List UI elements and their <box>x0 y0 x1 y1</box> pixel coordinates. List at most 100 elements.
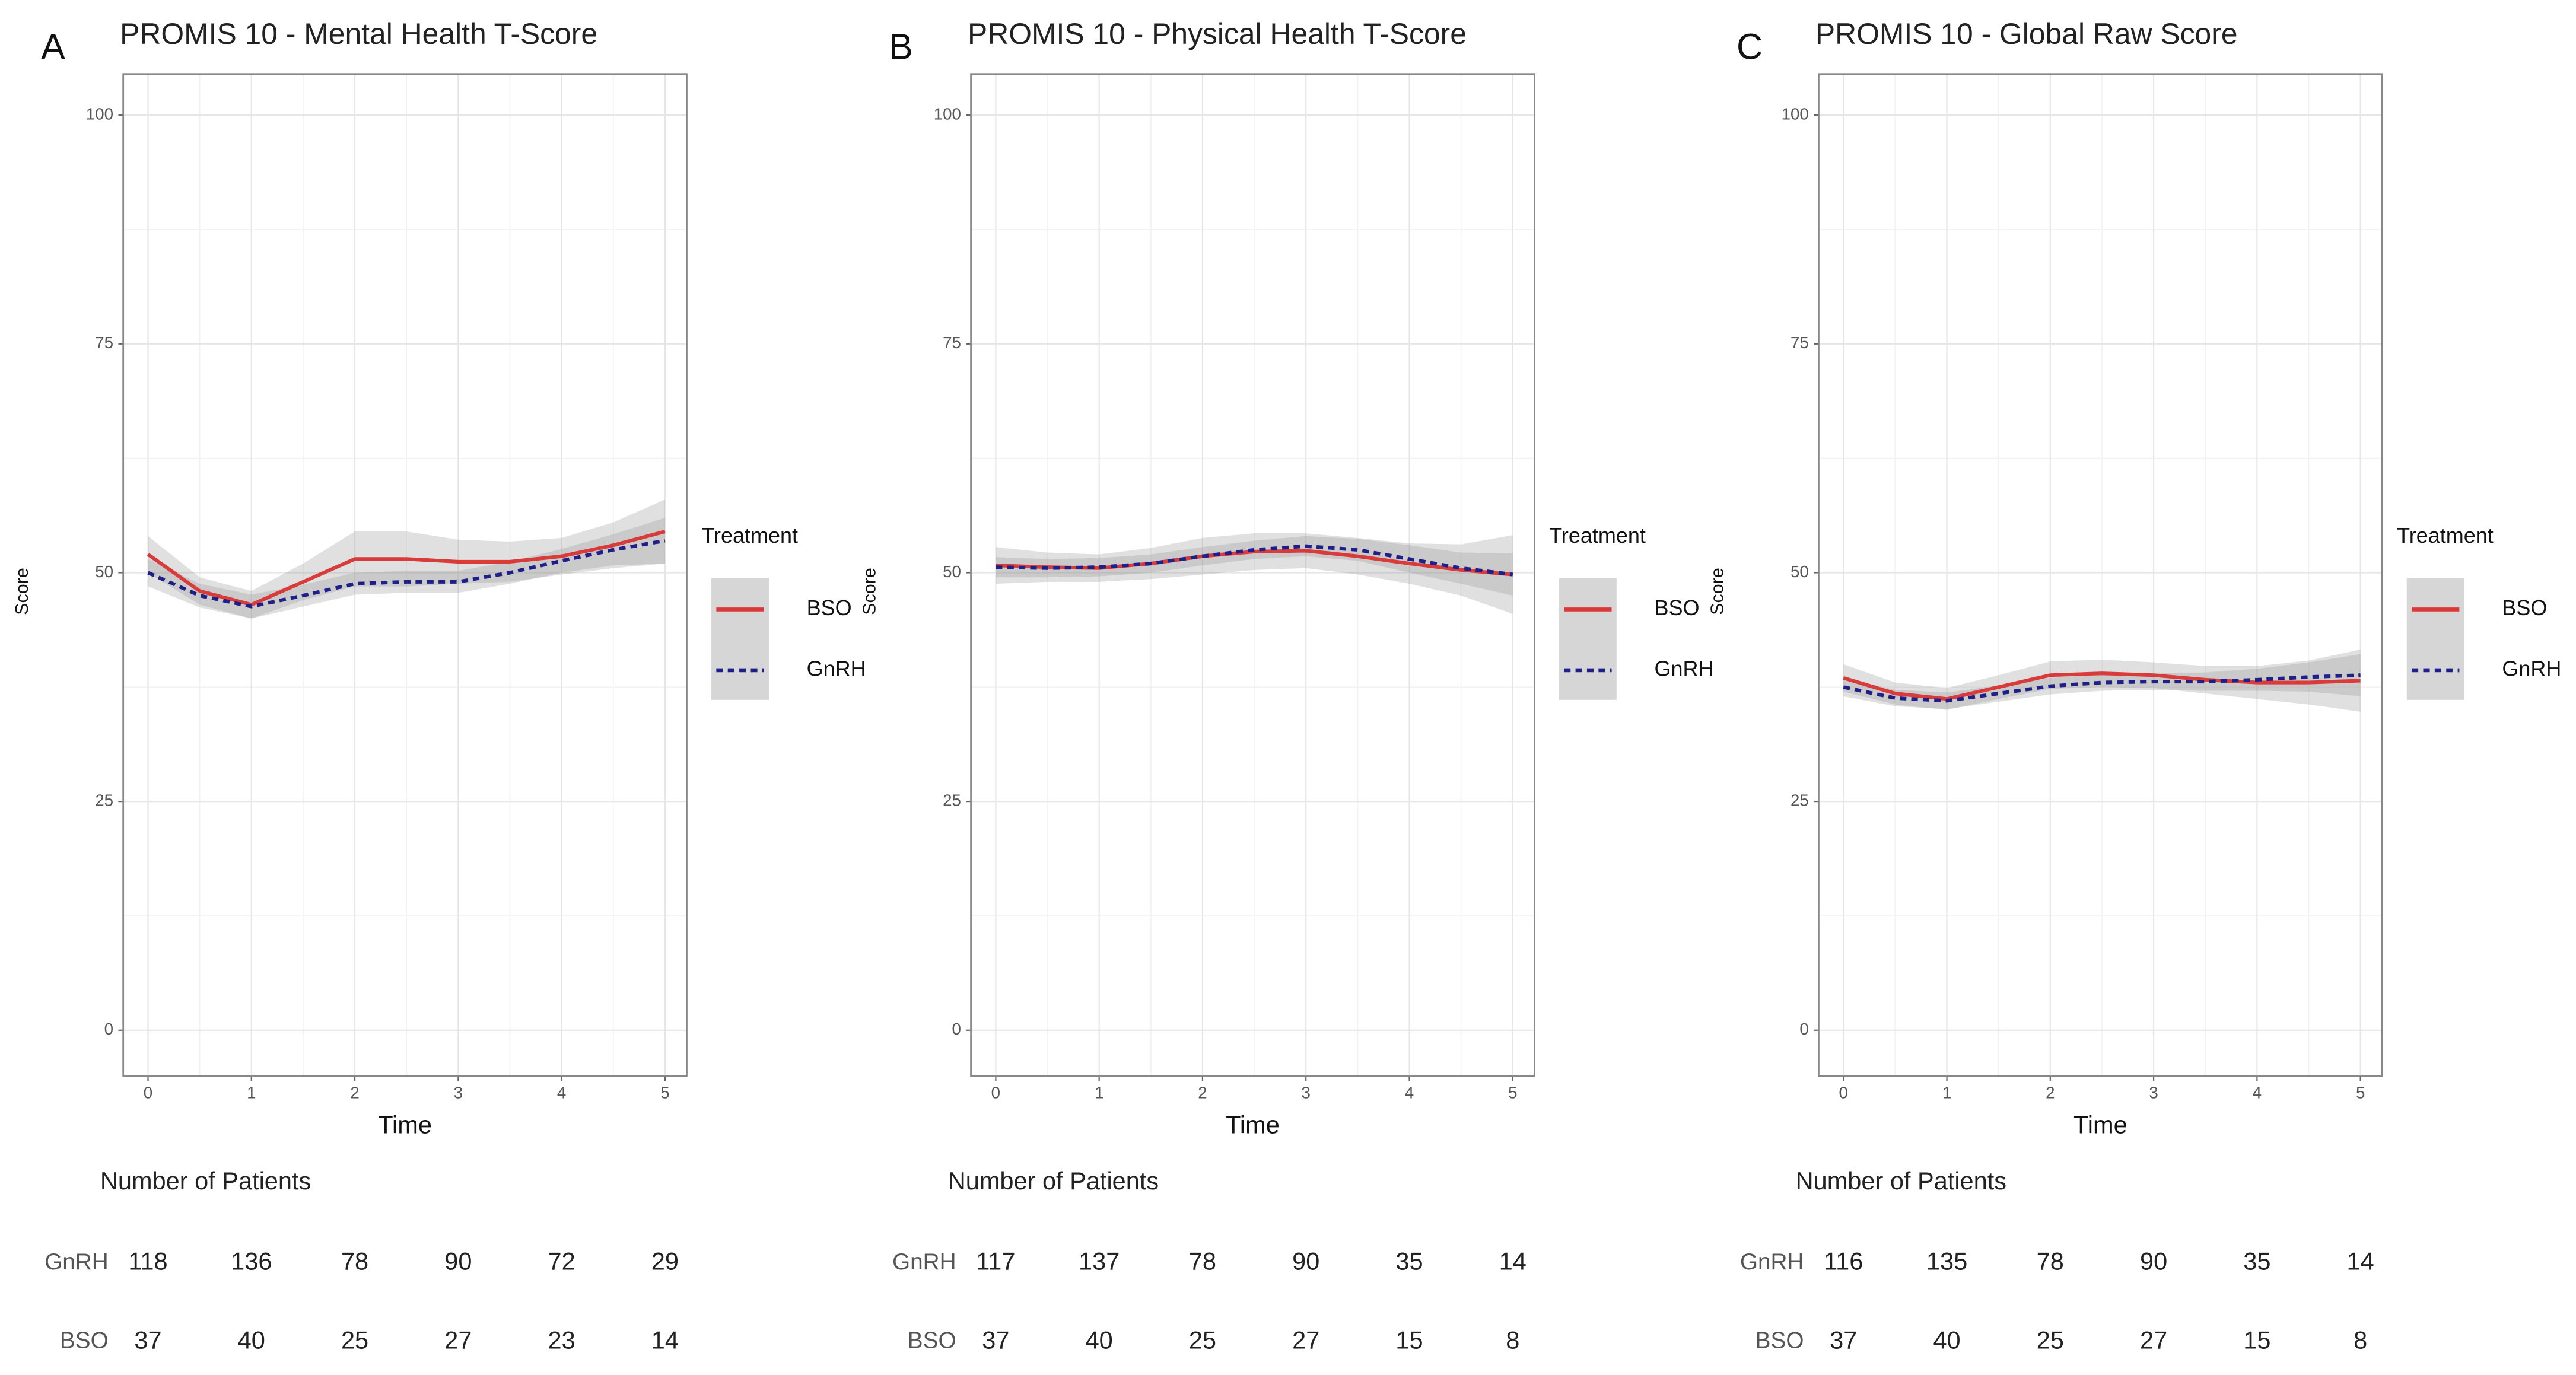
y-tick-label: 75 <box>95 333 113 352</box>
legend-key-bg <box>711 578 769 700</box>
table-cell: 8 <box>1506 1326 1519 1354</box>
confidence-band <box>996 533 1513 614</box>
x-tick-label: 0 <box>144 1084 152 1102</box>
table-cell: 78 <box>2037 1247 2064 1275</box>
table-cell: 135 <box>1926 1247 1967 1275</box>
table-row-label: GnRH <box>44 1249 109 1275</box>
table-cell: 29 <box>651 1247 679 1275</box>
table-cell: 37 <box>134 1326 161 1354</box>
table-cell: 14 <box>2347 1247 2374 1275</box>
x-tick-label: 2 <box>1198 1084 1207 1102</box>
table-cell: 23 <box>548 1326 575 1354</box>
table-title: Number of Patients <box>1796 1167 2006 1195</box>
x-tick-label: 3 <box>2149 1084 2158 1102</box>
y-tick-label: 100 <box>934 104 961 123</box>
table-row-label: BSO <box>908 1328 956 1354</box>
y-tick-label: 0 <box>104 1020 113 1038</box>
table-cell: 137 <box>1079 1247 1120 1275</box>
table-cell: 27 <box>1292 1326 1319 1354</box>
x-tick-label: 1 <box>1095 1084 1103 1102</box>
table-cell: 72 <box>548 1247 575 1275</box>
y-tick-label: 100 <box>1782 104 1809 123</box>
chart-title: PROMIS 10 - Mental Health T-Score <box>120 17 597 50</box>
table-cell: 14 <box>651 1326 679 1354</box>
table-cell: 37 <box>1830 1326 1857 1354</box>
x-axis-label: Time <box>1226 1111 1280 1139</box>
y-axis-label: Score <box>860 568 880 615</box>
table-cell: 78 <box>1189 1247 1216 1275</box>
table-row-label: GnRH <box>892 1249 956 1275</box>
table-cell: 90 <box>444 1247 472 1275</box>
y-tick-label: 0 <box>1799 1020 1808 1038</box>
table-title: Number of Patients <box>948 1167 1159 1195</box>
legend-label: GnRH <box>807 656 866 680</box>
x-tick-label: 1 <box>1942 1084 1951 1102</box>
legend-label: BSO <box>2502 596 2547 620</box>
panel: C PROMIS 10 - Global Raw Score02550751000… <box>1707 17 2562 1354</box>
table-title: Number of Patients <box>100 1167 311 1195</box>
confidence-band <box>996 536 1513 596</box>
x-tick-label: 4 <box>2253 1084 2262 1102</box>
table-row-label: BSO <box>1756 1328 1804 1354</box>
table-cell: 40 <box>238 1326 265 1354</box>
y-tick-label: 50 <box>943 562 961 581</box>
legend-title: Treatment <box>1549 523 1646 548</box>
x-tick-label: 0 <box>991 1084 1000 1102</box>
plot-background <box>971 74 1535 1076</box>
table-cell: 117 <box>976 1247 1015 1275</box>
y-tick-label: 100 <box>86 104 113 123</box>
x-axis-label: Time <box>378 1111 432 1139</box>
x-tick-label: 5 <box>2356 1084 2365 1102</box>
y-axis-label: Score <box>12 568 32 615</box>
x-tick-label: 3 <box>454 1084 463 1102</box>
plot-frame <box>122 73 688 1077</box>
x-tick-label: 2 <box>2046 1084 2055 1102</box>
table-cell: 136 <box>231 1247 272 1275</box>
series-line <box>996 544 1513 577</box>
y-tick-label: 25 <box>1791 791 1809 809</box>
table-cell: 25 <box>341 1326 368 1354</box>
x-tick-label: 5 <box>660 1084 669 1102</box>
confidence-band <box>1843 654 2361 709</box>
x-tick-label: 1 <box>247 1084 256 1102</box>
table-cell: 35 <box>1395 1247 1423 1275</box>
plot-background <box>123 74 687 1076</box>
panel-label: B <box>889 26 913 66</box>
table-cell: 90 <box>1292 1247 1319 1275</box>
y-tick-label: 25 <box>943 791 961 809</box>
legend-label: BSO <box>1655 596 1700 620</box>
panel-label: C <box>1737 26 1763 66</box>
legend-key-bg <box>1559 578 1617 700</box>
legend-title: Treatment <box>2397 523 2494 548</box>
table-cell: 27 <box>2140 1326 2167 1354</box>
table-cell: 40 <box>1933 1326 1960 1354</box>
y-tick-label: 0 <box>952 1020 961 1038</box>
panel: B PROMIS 10 - Physical Health T-Score0255… <box>860 17 1714 1354</box>
legend-key-bg <box>2406 578 2464 700</box>
table-cell: 78 <box>341 1247 368 1275</box>
x-tick-label: 4 <box>557 1084 566 1102</box>
x-tick-label: 0 <box>1839 1084 1848 1102</box>
table-cell: 15 <box>1395 1326 1423 1354</box>
x-tick-label: 5 <box>1508 1084 1517 1102</box>
table-cell: 8 <box>2354 1326 2367 1354</box>
y-tick-label: 50 <box>95 562 113 581</box>
panel-label: A <box>41 26 65 66</box>
x-axis-label: Time <box>2073 1111 2127 1139</box>
series-line <box>147 539 666 609</box>
plot-background <box>1818 74 2383 1076</box>
table-cell: 90 <box>2140 1247 2167 1275</box>
legend-title: Treatment <box>701 523 798 548</box>
legend-label: BSO <box>807 596 852 620</box>
plot-frame <box>970 73 1535 1077</box>
series-line <box>147 530 666 607</box>
y-tick-label: 50 <box>1791 562 1809 581</box>
chart-title: PROMIS 10 - Global Raw Score <box>1815 17 2238 50</box>
table-cell: 35 <box>2243 1247 2270 1275</box>
table-cell: 118 <box>128 1247 167 1275</box>
table-cell: 40 <box>1086 1326 1113 1354</box>
x-tick-label: 4 <box>1405 1084 1414 1102</box>
chart-title: PROMIS 10 - Physical Health T-Score <box>968 17 1467 50</box>
y-axis-label: Score <box>1707 568 1728 615</box>
panel: A PROMIS 10 - Mental Health T-Score025507… <box>12 17 866 1354</box>
